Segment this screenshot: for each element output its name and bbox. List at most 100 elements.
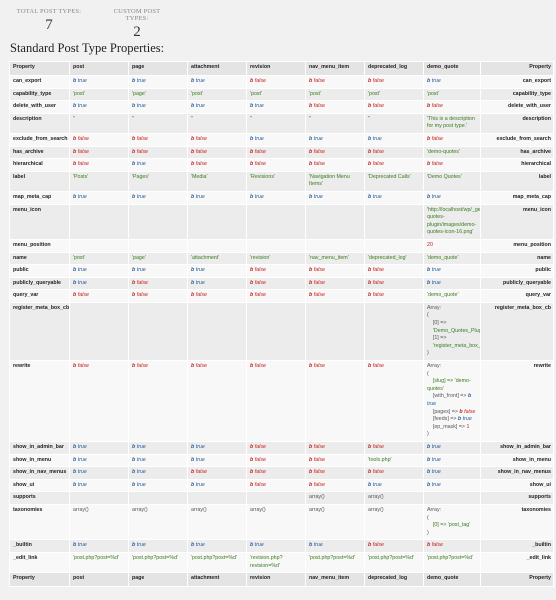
false-value: false	[77, 161, 89, 168]
property-value: b true	[128, 75, 188, 89]
type-marker: b	[368, 279, 372, 286]
property-value	[305, 203, 365, 240]
property-value	[187, 301, 247, 362]
true-value: true	[372, 481, 382, 488]
false-value: false	[372, 78, 384, 84]
column-header: revision	[246, 572, 306, 588]
table-row: show_in_nav_menus b true b true b false b fa…	[9, 466, 554, 480]
property-value: 'Posts'	[69, 170, 129, 192]
property-value: b true	[128, 158, 188, 172]
table-footer: Property post page attachment revision nav_me…	[9, 572, 554, 588]
table-row: public b true b true b true b false b false b …	[9, 264, 554, 278]
property-value: array()	[69, 503, 129, 541]
type-marker: b	[73, 363, 77, 370]
property-name: supports	[9, 491, 70, 505]
type-marker: b	[250, 135, 254, 142]
string-value: 'page'	[132, 90, 146, 97]
type-marker: b	[73, 161, 77, 168]
property-value: b false	[69, 289, 129, 303]
type-marker: b	[459, 408, 463, 415]
true-value: true	[136, 542, 146, 549]
property-value: ''	[187, 112, 247, 134]
string-value: 'post.php?post=%d'	[191, 554, 238, 561]
property-value: b true	[423, 276, 481, 291]
property-value: 'Navigation Menu Items'	[305, 170, 365, 192]
property-name-right: taxonomies	[480, 503, 554, 541]
column-header: attachment	[187, 61, 247, 76]
property-value: b false	[69, 132, 129, 147]
string-value: 'attachment'	[191, 254, 220, 261]
property-value: array()	[305, 503, 365, 541]
true-value: true	[372, 135, 382, 142]
table-row: register_meta_box_cb Array:( [0] => 'Demo…	[9, 301, 554, 362]
property-value: b false	[305, 453, 365, 468]
type-marker: b	[73, 443, 77, 450]
property-value: b false	[246, 276, 306, 291]
true-value: true	[195, 193, 205, 200]
type-marker: b	[250, 103, 254, 110]
string-value: 'page'	[132, 254, 146, 261]
property-value: b true	[69, 264, 129, 278]
true-value: true	[431, 267, 441, 274]
type-marker: b	[191, 135, 195, 142]
property-value: b false	[305, 466, 365, 480]
type-marker: b	[73, 193, 77, 200]
string-value: 'demo_quote'	[427, 292, 459, 299]
false-value: false	[313, 443, 325, 450]
true-value: true	[431, 469, 441, 476]
array-line: 'register_meta_box_cb'	[432, 342, 481, 349]
array-line: 'Demo_Quotes_Plugin_Cpt'	[432, 327, 480, 334]
type-marker: b	[309, 363, 313, 370]
property-value: b true	[187, 75, 247, 89]
property-value: b false	[364, 276, 424, 291]
property-value: b false	[364, 100, 424, 114]
property-name: show_in_admin_bar	[9, 440, 70, 455]
property-value: b false	[246, 453, 306, 468]
property-value: b true	[246, 190, 306, 205]
type-marker: b	[368, 193, 372, 200]
property-name: has_archive	[9, 145, 70, 160]
type-marker: b	[309, 135, 313, 142]
false-value: false	[313, 78, 325, 84]
property-value: b true	[423, 478, 481, 493]
type-marker: b	[309, 542, 313, 549]
property-value: Array:( [0] => 'Demo_Quotes_Plugin_Cpt' …	[423, 301, 481, 362]
property-value: array()	[305, 491, 365, 505]
false-value: false	[77, 135, 89, 142]
property-name: delete_with_user	[9, 100, 70, 114]
string-value: 'nav_menu_item'	[309, 254, 349, 261]
false-value: false	[313, 469, 325, 476]
property-name: show_in_menu	[9, 453, 70, 468]
false-value: false	[313, 103, 325, 110]
false-value: false	[195, 135, 207, 142]
true-value: true	[77, 443, 87, 450]
property-value: b true	[187, 100, 247, 114]
false-value: false	[254, 279, 266, 286]
property-value: b false	[187, 145, 247, 160]
property-value: b false	[246, 264, 306, 278]
property-value: b false	[364, 289, 424, 303]
string-value: 'This is a description for my post type.…	[427, 115, 475, 130]
true-value: true	[195, 443, 205, 450]
property-value: b false	[246, 440, 306, 455]
type-marker: b	[250, 292, 254, 299]
false-value: false	[431, 103, 443, 110]
string-value: 'Demo Quotes'	[427, 173, 462, 180]
property-value	[423, 491, 481, 505]
property-value: array()	[246, 503, 306, 541]
property-name: public	[9, 264, 70, 278]
string-value: 'post.php?post=%d'	[368, 554, 415, 561]
property-name: query_var	[9, 289, 70, 303]
post-type-stats: TOTAL POST TYPES: 7 CUSTOM POST TYPES: 2	[14, 8, 172, 41]
property-value: 'post.php?post=%d'	[69, 551, 129, 574]
column-header: post	[69, 61, 129, 76]
type-marker: b	[427, 267, 431, 274]
property-value	[364, 238, 424, 253]
column-header: post	[69, 572, 129, 588]
property-value: b false	[246, 75, 306, 89]
property-value	[364, 301, 424, 362]
array-line: (	[427, 312, 429, 319]
property-value	[305, 238, 365, 253]
property-value: b true	[246, 100, 306, 114]
type-marker: b	[191, 443, 195, 450]
